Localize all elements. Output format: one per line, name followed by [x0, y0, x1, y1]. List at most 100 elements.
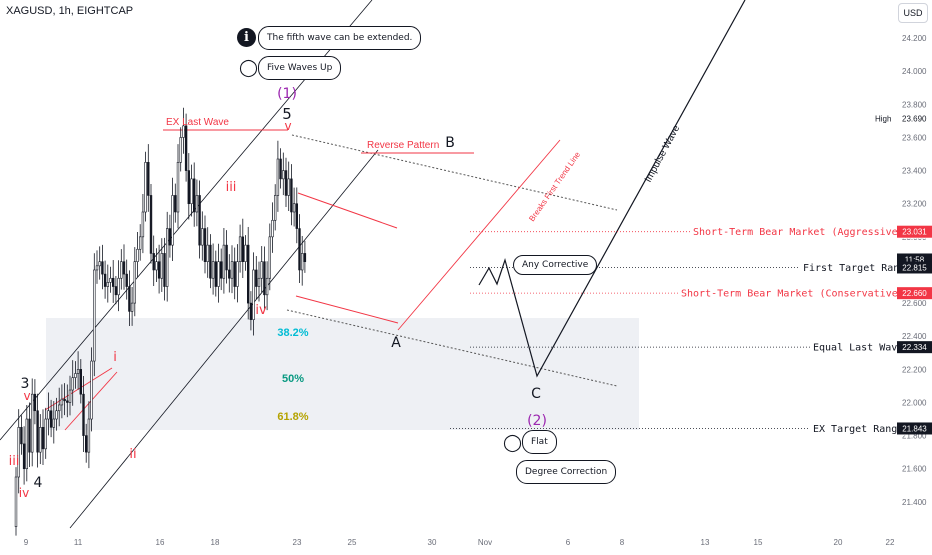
candle-body	[225, 244, 228, 271]
price-badge	[897, 341, 932, 354]
candle-body	[176, 162, 180, 213]
impulse-wave-annotation: Impulse Wave	[643, 123, 682, 184]
candle-body	[139, 236, 142, 250]
candle-body	[171, 195, 174, 246]
candle-body	[28, 418, 31, 453]
x-tick-label: 15	[754, 538, 763, 547]
y-tick-label: 22.400	[902, 332, 927, 341]
x-tick-label: 22	[886, 538, 895, 547]
y-tick-label: 23.600	[902, 133, 927, 142]
candle-body	[287, 178, 290, 196]
lightbulb-icon: ◯	[239, 58, 259, 78]
candle-body	[268, 236, 271, 279]
price-badge	[897, 287, 932, 300]
candle-body	[193, 178, 196, 213]
candle-body	[149, 195, 153, 254]
wave-label: B	[445, 135, 455, 151]
candle-body	[130, 302, 134, 312]
candle-body	[195, 195, 199, 213]
level-label: Equal Last Wave	[813, 343, 903, 354]
fib-label: 50%	[282, 373, 304, 385]
candle-body	[284, 170, 288, 196]
candle-body	[160, 253, 163, 279]
candle-body	[265, 277, 269, 296]
level-label: EX Target Range	[813, 424, 903, 435]
candle-body	[155, 261, 158, 271]
flag-lower-line	[295, 295, 399, 324]
candle-body	[44, 418, 47, 450]
wave-label: (2)	[527, 413, 547, 429]
level-label-bg	[690, 224, 932, 239]
candle-body	[112, 277, 115, 287]
x-tick-label: 16	[156, 538, 165, 547]
candle-body	[295, 203, 298, 229]
candle-body	[303, 253, 307, 262]
level-label: Short-Term Bear Market (Conservative IDE…	[681, 289, 932, 300]
price-badge-text: 22.334	[902, 343, 927, 352]
y-tick-label: 23.400	[902, 167, 927, 176]
candle-body	[187, 170, 190, 205]
price-badge	[897, 225, 932, 238]
x-tick-label: 25	[348, 538, 357, 547]
candle-body	[179, 137, 182, 163]
retracement-zone	[46, 318, 639, 430]
candle-body	[236, 261, 239, 287]
x-tick-label: 18	[211, 538, 220, 547]
candle-body	[290, 178, 293, 213]
y-tick-label: 22.200	[902, 365, 927, 374]
candle-body	[222, 244, 226, 279]
degree-correction-callout: Degree Correction	[516, 460, 617, 484]
wave-label: iii	[226, 180, 237, 195]
level-label: Short-Term Bear Market (Aggressive Idea)	[693, 227, 932, 238]
candle-body	[282, 170, 285, 180]
y-tick-label: 22.600	[902, 299, 927, 308]
wave-label: 4	[34, 475, 43, 491]
y-tick-label: 24.000	[902, 67, 927, 76]
candle-body	[117, 277, 120, 296]
candle-body	[244, 244, 247, 262]
candle-body	[14, 476, 18, 527]
candle-body	[49, 410, 53, 428]
candle-body	[39, 427, 42, 453]
candle-body	[214, 261, 217, 287]
candle-body	[190, 178, 193, 205]
price-badge	[897, 422, 932, 435]
y-tick-label: 23.200	[902, 200, 927, 209]
wave-label: ii	[129, 447, 136, 462]
price-badge-text: 23.031	[902, 228, 927, 237]
wave-label: A	[391, 335, 401, 351]
candle-body	[82, 393, 85, 436]
candle-body	[263, 261, 266, 296]
candle-body	[71, 377, 74, 391]
wave-label: v	[284, 119, 291, 133]
correction-channel-upper	[291, 134, 618, 211]
candle-body	[168, 228, 172, 246]
breaks-trend-line	[397, 139, 561, 331]
y-tick-label: 22.000	[902, 398, 927, 407]
price-badge-text: 22.815	[902, 263, 927, 272]
candle-body	[109, 277, 112, 283]
candle-body	[87, 418, 91, 453]
candle-body	[36, 410, 39, 453]
candle-body	[52, 418, 56, 428]
candle-body	[152, 253, 155, 271]
wave-label: iv	[19, 486, 29, 500]
candle-body	[98, 261, 101, 267]
wave-label: i	[113, 350, 117, 365]
candle-body	[211, 261, 215, 279]
candle-body	[217, 261, 220, 287]
candle-body	[63, 398, 66, 402]
breaks-trend-line-annotation: Breaks First Trend Line	[527, 150, 582, 223]
candle-body	[260, 261, 263, 279]
candle-body	[47, 410, 50, 420]
lightbulb-icon-flat: ◯	[503, 433, 523, 453]
candle-body	[79, 369, 83, 395]
candle-body	[33, 393, 37, 412]
high-label: High	[875, 115, 891, 124]
flat-callout: Flat	[522, 430, 557, 454]
currency-button[interactable]: USD	[898, 3, 928, 23]
candle-body	[241, 236, 244, 262]
price-badge	[897, 261, 932, 274]
